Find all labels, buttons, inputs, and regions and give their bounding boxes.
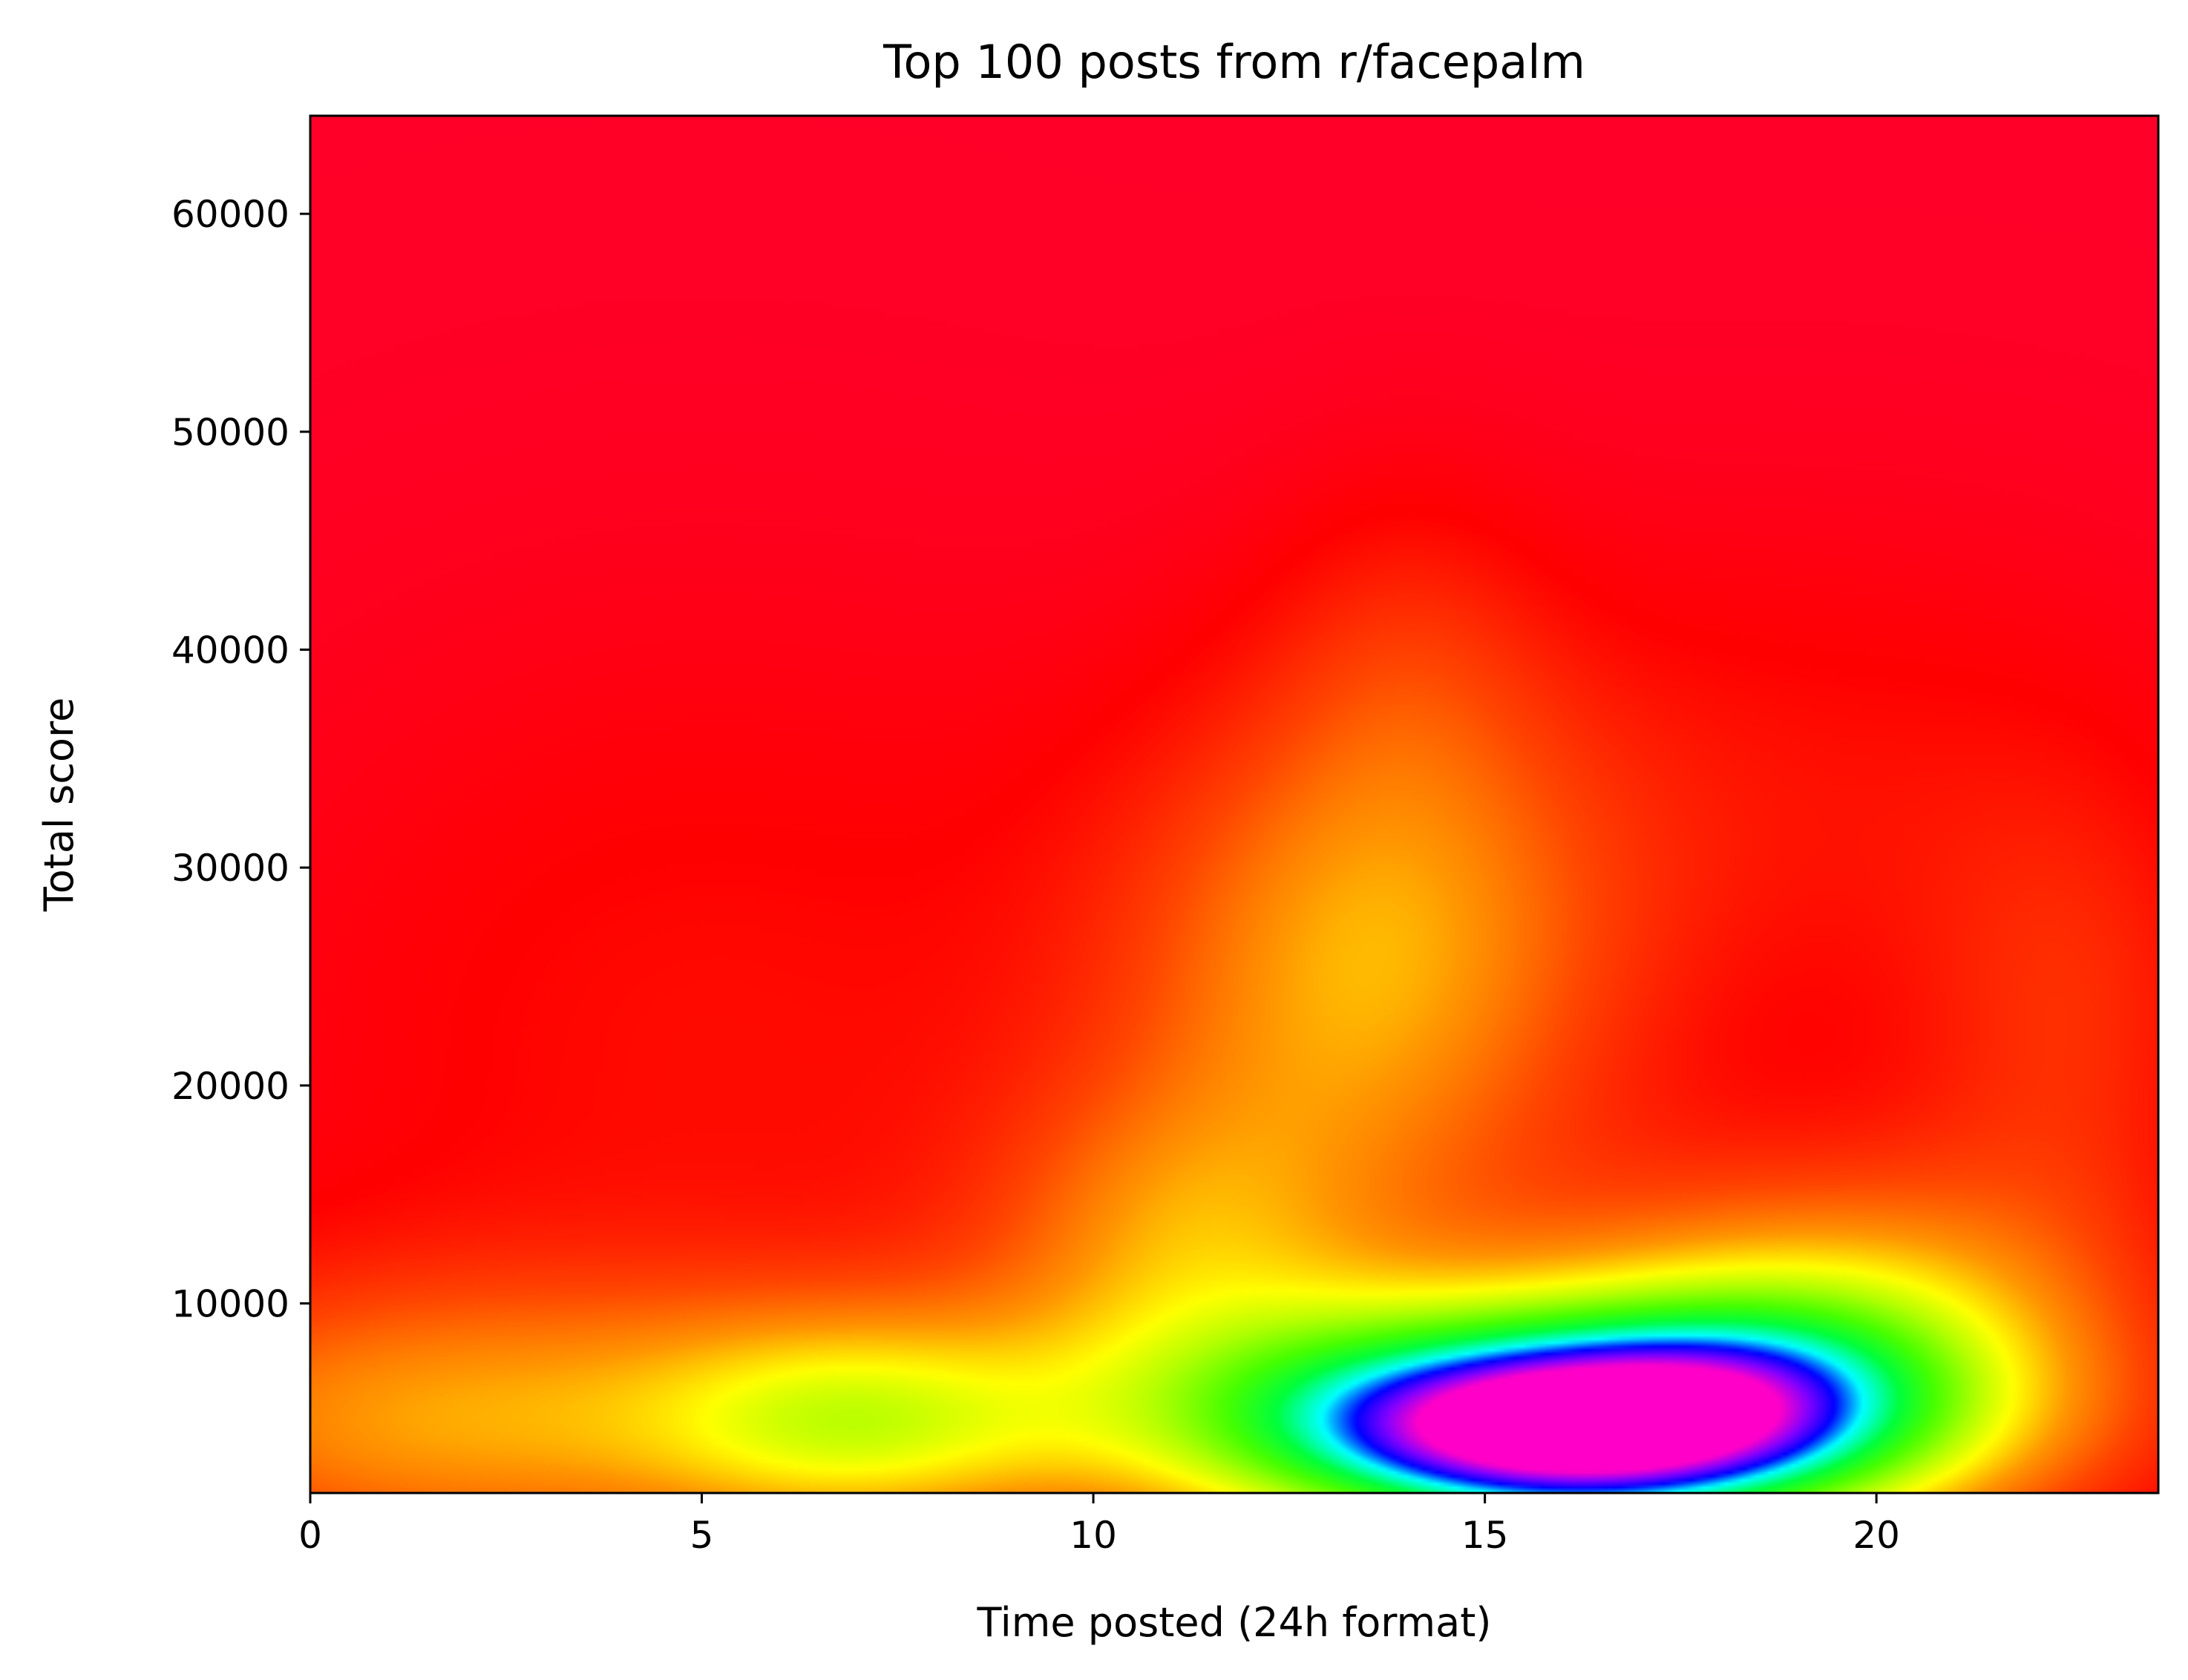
heatmap-image (310, 116, 2158, 1493)
x-tick-label: 20 (1853, 1514, 1900, 1557)
y-tick-label: 10000 (171, 1283, 289, 1326)
x-axis-label: Time posted (24h format) (976, 1599, 1491, 1646)
x-tick-label: 5 (690, 1514, 714, 1557)
x-tick-label: 10 (1070, 1514, 1117, 1557)
y-tick-label: 20000 (171, 1065, 289, 1108)
plot-frame (309, 114, 2160, 1494)
y-axis-label: Total score (36, 698, 82, 912)
y-axis: 10000 20000 30000 40000 50000 60000 (171, 193, 310, 1326)
x-tick-label: 0 (298, 1514, 322, 1557)
x-tick-label: 15 (1461, 1514, 1509, 1557)
y-tick-label: 40000 (171, 629, 289, 672)
y-tick-label: 30000 (171, 847, 289, 890)
y-tick-label: 50000 (171, 411, 289, 454)
chart-title: Top 100 posts from r/facepalm (882, 35, 1585, 89)
heatmap-surface (310, 116, 2158, 1493)
x-axis: 0 5 10 15 20 (298, 1493, 1900, 1557)
y-tick-label: 60000 (171, 193, 289, 236)
